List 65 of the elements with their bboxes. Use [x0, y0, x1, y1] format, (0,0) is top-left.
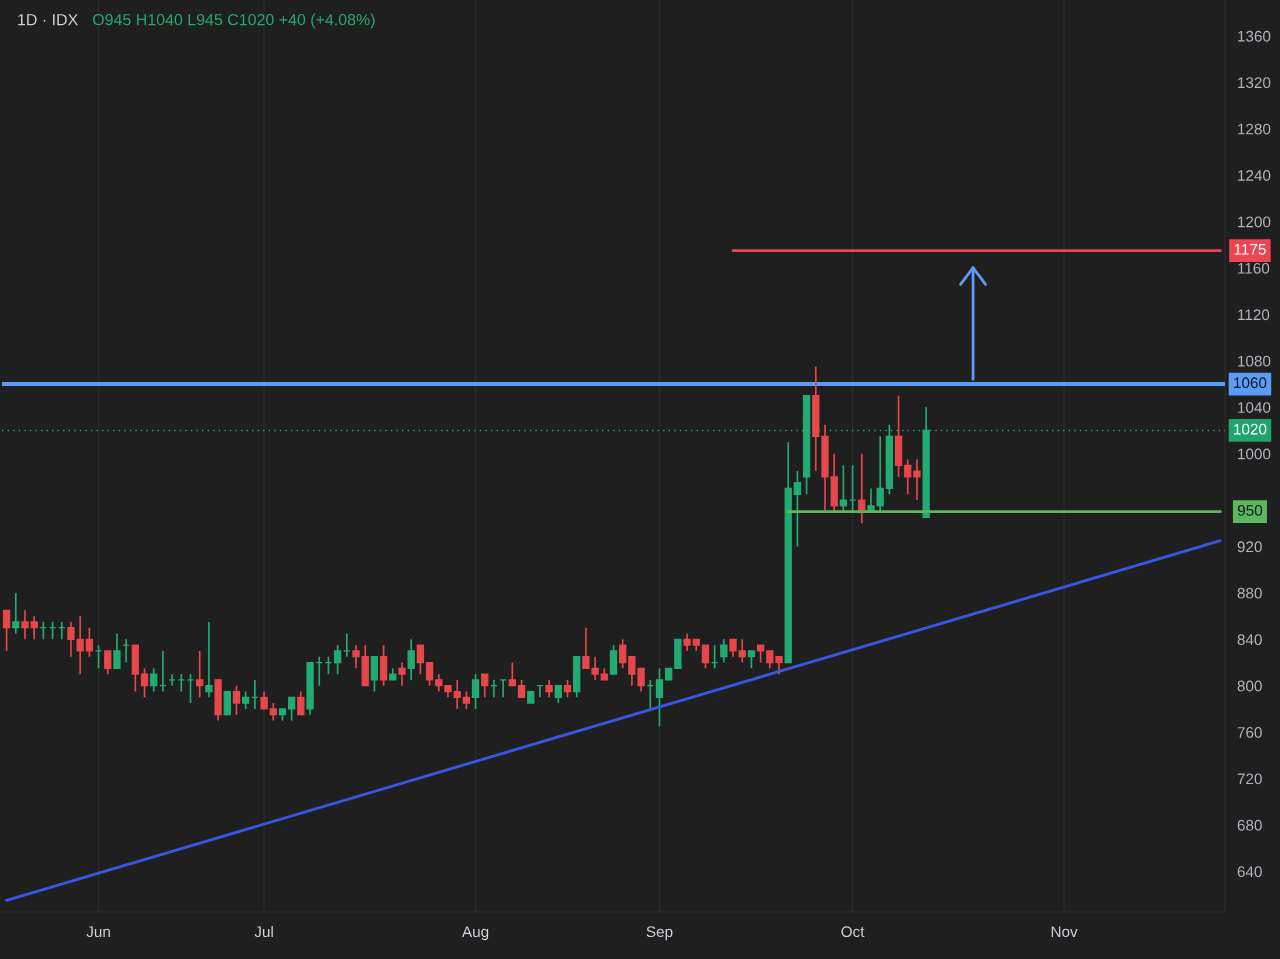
- ref-line-label: 1020: [1234, 423, 1267, 435]
- candlestick: [913, 458, 921, 501]
- text: 1D · IDX: [18, 14, 78, 26]
- y-tick-label: 800: [1237, 680, 1262, 692]
- y-tick-label: 1000: [1238, 448, 1271, 460]
- y-tick-label: 1120: [1238, 309, 1270, 321]
- candlestick: [609, 644, 618, 675]
- candlestick: [471, 673, 480, 710]
- candlestick: [904, 458, 912, 496]
- y-tick-label: 1080: [1238, 355, 1271, 367]
- candlestick: [352, 644, 360, 670]
- candlestick: [150, 667, 158, 693]
- candlestick: [839, 464, 848, 513]
- candlestick: [297, 690, 305, 716]
- y-tick-label: 880: [1237, 587, 1262, 599]
- candlestick: [223, 690, 231, 716]
- y-tick-label: 760: [1237, 727, 1262, 738]
- y-tick-label: 1280: [1238, 123, 1271, 135]
- candlestick: [196, 650, 204, 699]
- candlestick: [287, 696, 296, 722]
- candlestick: [370, 655, 379, 693]
- candlestick: [416, 644, 425, 675]
- candlestick: [205, 621, 213, 699]
- candlestick: [85, 626, 94, 658]
- y-tick-label: 840: [1237, 634, 1262, 646]
- y-tick-label: 640: [1237, 866, 1262, 878]
- candlestick: [720, 638, 728, 664]
- y-tick-label: 1320: [1238, 77, 1271, 89]
- candlestick: [113, 632, 121, 670]
- y-tick-label: 1240: [1238, 170, 1271, 181]
- candlestick: [425, 661, 434, 687]
- candlestick: [333, 644, 342, 675]
- candlestick: [701, 644, 710, 670]
- candlestick: [407, 638, 415, 681]
- candlestick: [508, 661, 517, 687]
- candlestick: [619, 638, 627, 670]
- candlestick: [140, 667, 149, 699]
- candlestick: [738, 638, 746, 664]
- candlestick: [2, 609, 11, 652]
- candlestick: [793, 470, 802, 548]
- x-tick-label: Jul: [254, 925, 273, 938]
- y-tick-label: 680: [1237, 819, 1262, 831]
- text: O945 H1040 L945 C1020 +40 (+4.08%): [93, 13, 375, 29]
- x-tick-label: Jun: [86, 926, 110, 938]
- ref-line-label: 1060: [1234, 377, 1267, 389]
- y-tick-label: 720: [1237, 773, 1262, 785]
- candlestick: [232, 684, 241, 716]
- data-label: 950: [1237, 504, 1263, 516]
- x-tick-label: Sep: [646, 926, 673, 941]
- candlestick: [104, 650, 112, 675]
- candlestick: [398, 661, 406, 687]
- data-label: 1175: [1234, 244, 1266, 255]
- candlestick: [379, 644, 388, 687]
- candlestick: [186, 673, 195, 704]
- y-tick-label: 1160: [1238, 262, 1270, 274]
- candlestick: [655, 667, 664, 728]
- y-tick-label: 1040: [1238, 402, 1271, 413]
- candlestick: [12, 592, 20, 635]
- candlestick: [481, 673, 489, 699]
- x-tick-label: Aug: [462, 926, 489, 941]
- y-tick-label: 1360: [1238, 30, 1271, 42]
- y-tick-label: 1200: [1238, 216, 1271, 228]
- x-tick-label: Oct: [841, 926, 865, 938]
- x-tick-label: Nov: [1051, 926, 1078, 938]
- y-tick-label: 920: [1237, 541, 1262, 553]
